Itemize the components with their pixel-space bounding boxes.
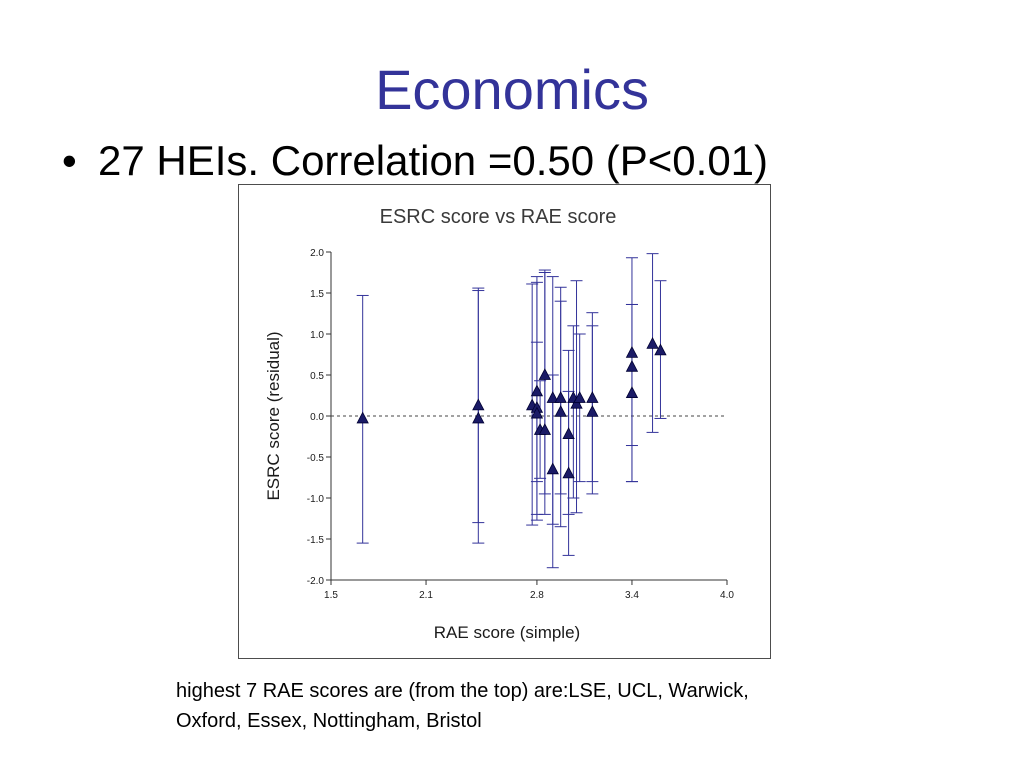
x-tick-label: 1.5 bbox=[324, 590, 338, 601]
x-axis-label: RAE score (simple) bbox=[434, 623, 580, 642]
y-axis-label: ESRC score (residual) bbox=[264, 331, 283, 500]
data-point bbox=[546, 391, 559, 403]
caption-line-1: highest 7 RAE scores are (from the top) … bbox=[176, 680, 749, 702]
bullet-item: • 27 HEIs. Correlation =0.50 (P<0.01) bbox=[62, 137, 769, 184]
data-point bbox=[586, 405, 599, 417]
data-point bbox=[472, 398, 485, 411]
y-tick-label: 2.0 bbox=[310, 248, 324, 259]
y-tick-label: -1.0 bbox=[307, 494, 325, 505]
x-tick-label: 3.4 bbox=[625, 590, 639, 601]
y-tick-label: 1.5 bbox=[310, 289, 324, 300]
data-point bbox=[546, 462, 559, 475]
x-tick-label: 2.8 bbox=[530, 590, 544, 601]
data-point bbox=[356, 411, 369, 424]
x-tick-label: 2.1 bbox=[419, 590, 433, 601]
chart-frame: ESRC score vs RAE score ESRC score (resi… bbox=[238, 184, 771, 659]
data-point bbox=[538, 368, 552, 380]
data-point bbox=[554, 391, 567, 403]
error-bar bbox=[567, 325, 580, 499]
y-tick-label: 0.5 bbox=[310, 371, 324, 382]
data-point bbox=[586, 391, 599, 403]
error-bar bbox=[538, 272, 551, 515]
error-bar bbox=[570, 280, 583, 514]
data-point bbox=[625, 386, 639, 398]
data-point bbox=[530, 384, 544, 397]
point-layer bbox=[356, 336, 667, 479]
bullet-marker: • bbox=[62, 137, 77, 184]
y-tick-label: -0.5 bbox=[307, 453, 325, 464]
x-tick-label: 4.0 bbox=[720, 590, 734, 601]
data-point bbox=[562, 427, 575, 439]
data-point bbox=[625, 345, 639, 358]
slide-title: Economics bbox=[375, 58, 649, 121]
y-tick-label: 1.0 bbox=[310, 330, 324, 341]
data-point bbox=[538, 423, 552, 435]
data-point bbox=[654, 343, 667, 356]
data-point bbox=[472, 411, 485, 424]
data-point bbox=[573, 391, 586, 403]
y-tick-label: 0.0 bbox=[310, 412, 324, 423]
bullet-text: 27 HEIs. Correlation =0.50 (P<0.01) bbox=[98, 137, 769, 184]
data-point bbox=[570, 396, 583, 409]
errorbar-layer bbox=[356, 253, 667, 569]
axes-layer: 2.0 1.5 1.0 0.5 0.0 -0.5 -1.0 -1.5 -2.0 1.5 2.1 2.8… bbox=[307, 248, 735, 601]
chart-title: ESRC score vs RAE score bbox=[380, 206, 617, 228]
data-point bbox=[562, 466, 575, 479]
data-point bbox=[554, 405, 567, 417]
caption-line-2: Oxford, Essex, Nottingham, Bristol bbox=[176, 710, 482, 732]
data-point bbox=[646, 336, 659, 349]
scatter-chart: ESRC score vs RAE score ESRC score (resi… bbox=[264, 206, 735, 642]
data-point bbox=[530, 406, 544, 419]
data-point bbox=[625, 359, 639, 372]
y-tick-label: -1.5 bbox=[307, 535, 325, 546]
caption: highest 7 RAE scores are (from the top) … bbox=[176, 676, 749, 736]
y-tick-label: -2.0 bbox=[307, 576, 325, 587]
